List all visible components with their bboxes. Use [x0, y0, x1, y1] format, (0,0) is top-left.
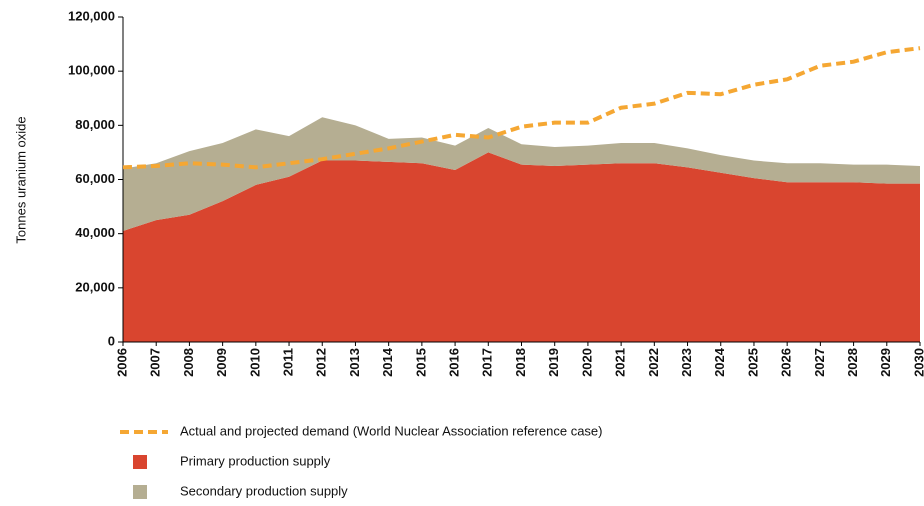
- x-tick-label: 2010: [247, 348, 262, 377]
- legend-swatch: [133, 455, 147, 469]
- x-tick-label: 2017: [480, 348, 495, 377]
- x-tick-label: 2028: [845, 348, 860, 377]
- x-tick-label: 2012: [314, 348, 329, 377]
- x-tick-label: 2021: [613, 348, 628, 377]
- legend-label: Actual and projected demand (World Nucle…: [180, 423, 602, 438]
- y-tick-label: 60,000: [75, 171, 115, 186]
- x-tick-label: 2011: [280, 348, 295, 376]
- x-tick-label: 2027: [812, 348, 827, 377]
- x-tick-label: 2029: [878, 348, 893, 377]
- x-tick-label: 2024: [712, 347, 727, 377]
- y-tick-label: 40,000: [75, 225, 115, 240]
- x-tick-label: 2006: [114, 348, 129, 377]
- x-tick-label: 2015: [413, 348, 428, 377]
- y-tick-label: 120,000: [68, 8, 115, 23]
- x-tick-label: 2020: [579, 348, 594, 377]
- x-tick-label: 2014: [380, 347, 395, 377]
- x-tick-label: 2030: [911, 348, 924, 377]
- demand-line: [122, 46, 921, 170]
- y-axis-label: Tonnes uranium oxide: [13, 116, 28, 243]
- area: [123, 117, 920, 231]
- y-tick-label: 20,000: [75, 279, 115, 294]
- x-tick-label: 2018: [513, 348, 528, 377]
- x-tick-label: 2009: [214, 348, 229, 377]
- y-tick-label: 100,000: [68, 63, 115, 78]
- legend-swatch: [133, 485, 147, 499]
- area: [123, 152, 920, 342]
- x-tick-label: 2008: [181, 348, 196, 377]
- y-tick-label: 80,000: [75, 117, 115, 132]
- x-tick-label: 2023: [679, 348, 694, 377]
- x-tick-label: 2013: [347, 348, 362, 377]
- legend-label: Secondary production supply: [180, 483, 348, 498]
- x-tick-label: 2016: [447, 348, 462, 377]
- x-tick-label: 2019: [546, 348, 561, 377]
- x-tick-label: 2026: [779, 348, 794, 377]
- x-tick-label: 2022: [646, 348, 661, 377]
- legend-label: Primary production supply: [180, 453, 331, 468]
- x-tick-label: 2025: [745, 348, 760, 377]
- x-tick-label: 2007: [148, 348, 163, 377]
- y-tick-label: 0: [108, 333, 115, 348]
